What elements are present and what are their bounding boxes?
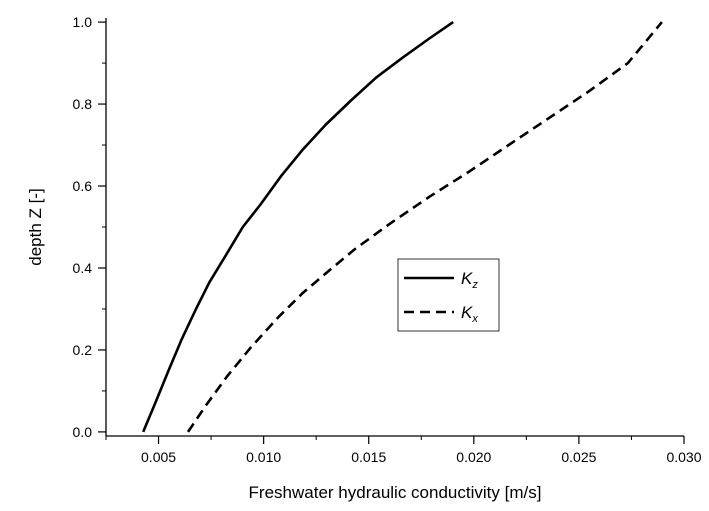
legend-label-kx-main: K — [461, 303, 473, 322]
series-line-dashed — [186, 21, 663, 433]
legend-label-kx: Kx — [461, 303, 478, 325]
x-axis-title: Freshwater hydraulic conductivity [m/s] — [249, 483, 542, 502]
y-tick-label: 0.6 — [73, 178, 93, 194]
y-tick-label: 0.4 — [73, 260, 93, 276]
legend-label-kx-sub: x — [471, 313, 478, 325]
y-axis-ticks: 0.0 0.2 0.4 0.6 0.8 1.0 — [73, 14, 106, 440]
legend-label-kz-sub: z — [471, 279, 478, 291]
x-tick-label: 0.010 — [246, 449, 281, 465]
x-tick-label: 0.025 — [561, 449, 596, 465]
legend-box — [397, 258, 500, 332]
legend-label-kz-main: K — [461, 269, 473, 288]
series-line-solid — [142, 21, 454, 433]
x-tick-label: 0.005 — [141, 449, 176, 465]
series-layer — [142, 21, 663, 433]
y-tick-label: 0.0 — [73, 424, 93, 440]
x-tick-label: 0.030 — [666, 449, 701, 465]
x-tick-label: 0.015 — [351, 449, 386, 465]
y-axis-title: depth Z [-] — [26, 188, 45, 265]
y-tick-label: 1.0 — [73, 14, 93, 30]
legend: Kz Kx — [397, 258, 500, 332]
y-tick-label: 0.8 — [73, 96, 93, 112]
legend-label-kz: Kz — [461, 269, 478, 291]
x-axis-ticks: 0.005 0.010 0.015 0.020 0.025 0.030 — [105, 436, 702, 465]
y-tick-label: 0.2 — [73, 342, 93, 358]
plot-frame — [105, 18, 684, 437]
x-tick-label: 0.020 — [456, 449, 491, 465]
